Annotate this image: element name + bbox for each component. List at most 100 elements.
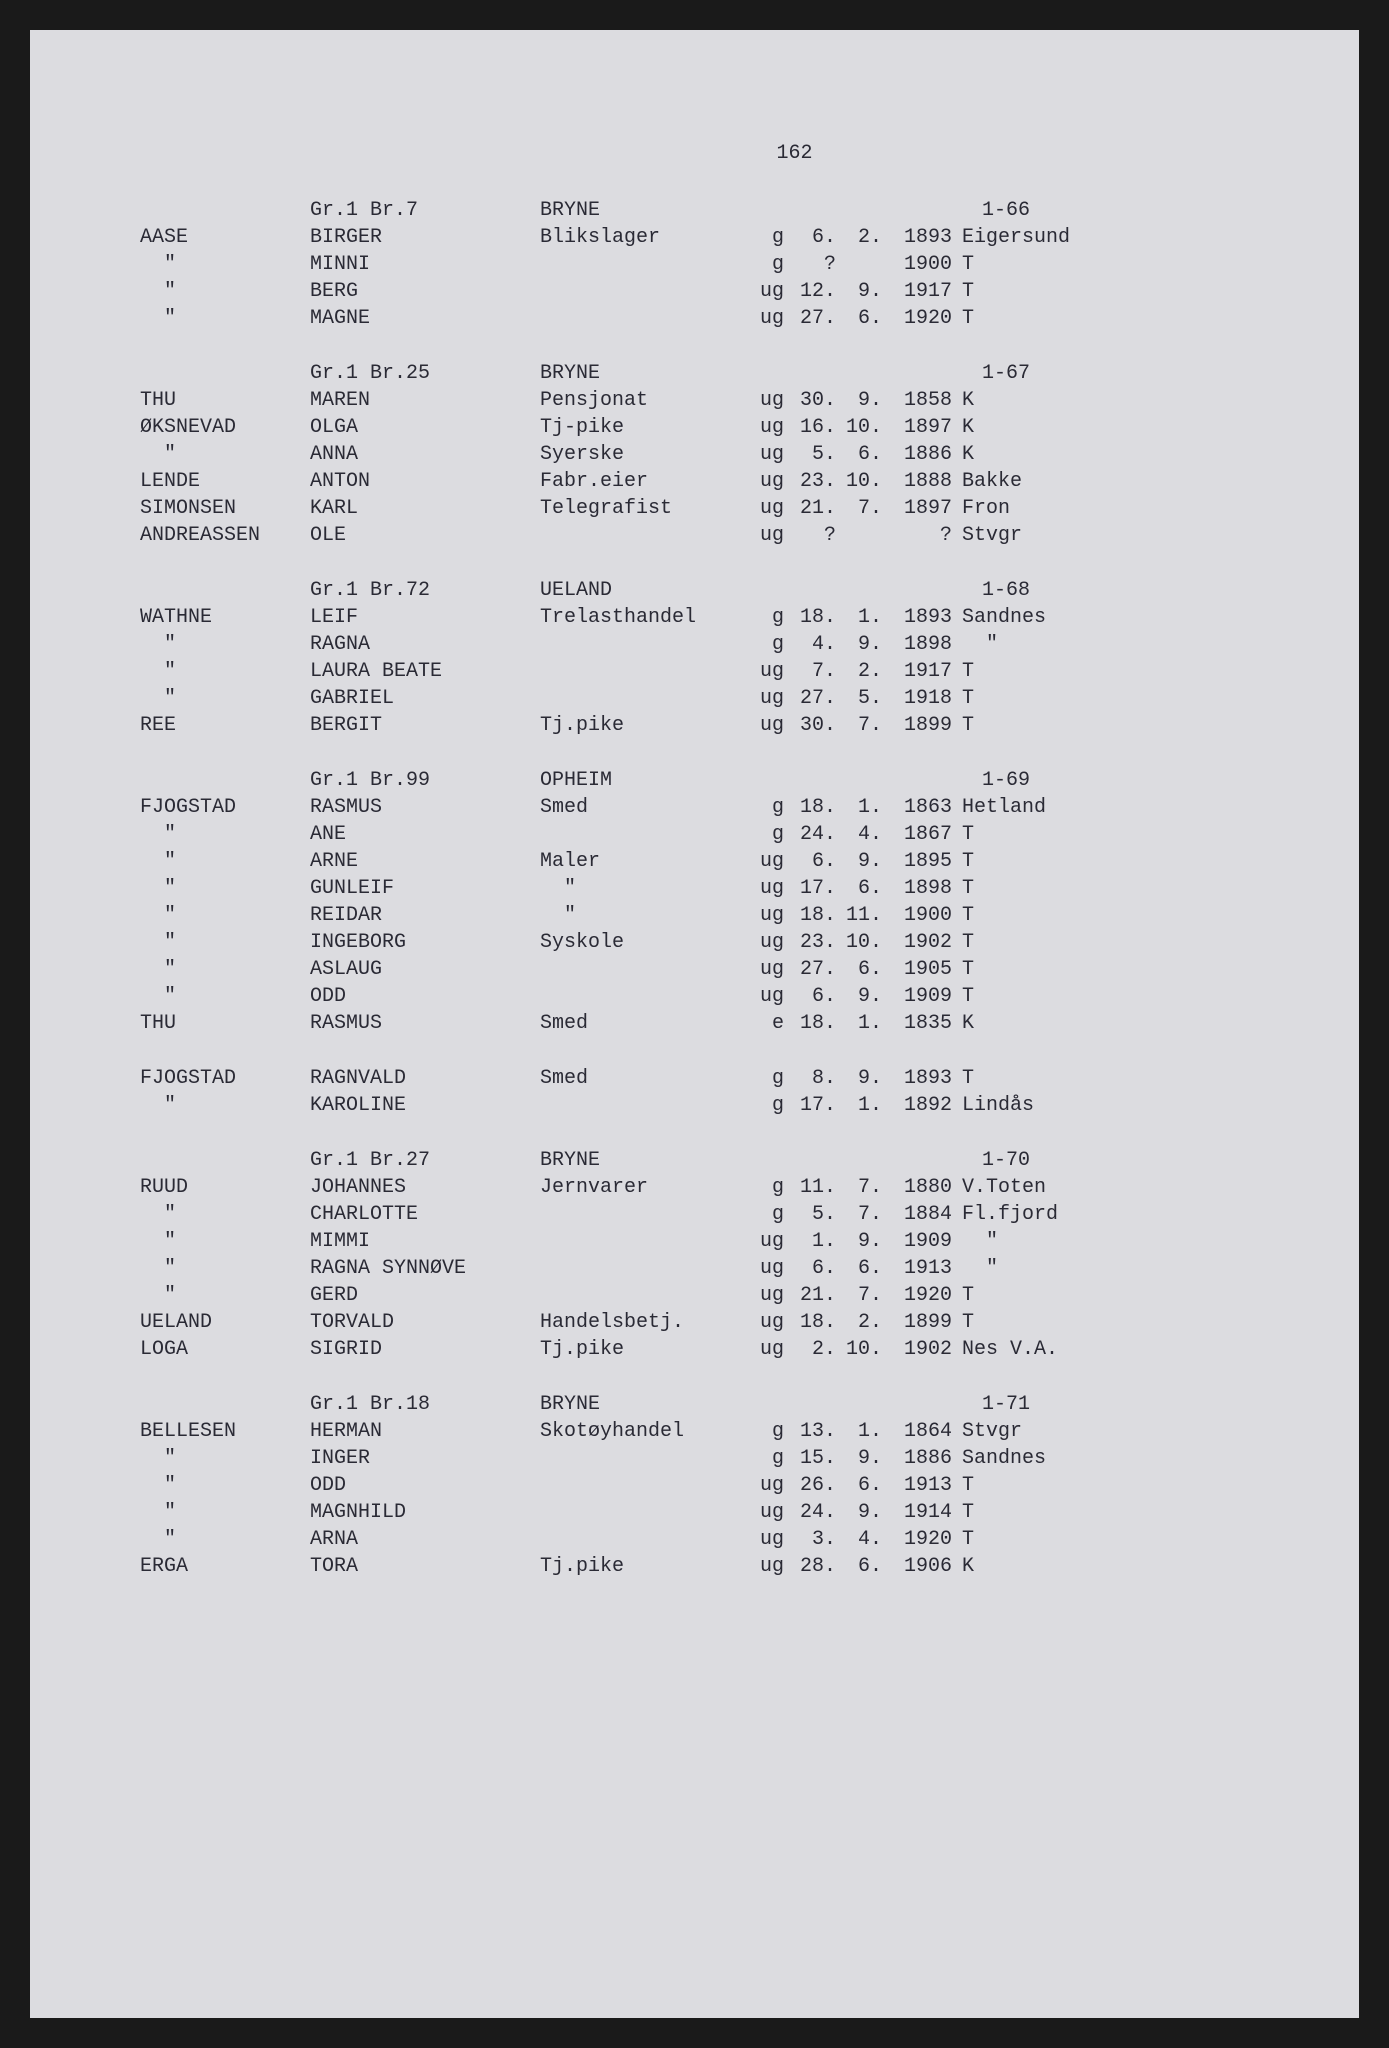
birth-month: 7. [836,1201,882,1228]
birth-day: 6. [790,1255,836,1282]
occupation: Smed [540,794,750,821]
header-gr-br: Gr.1 Br.25 [310,360,540,387]
birth-year: 1899 [882,712,952,739]
birth-month: 6. [836,875,882,902]
surname: THU [140,1010,310,1037]
birth-day: 15. [790,1445,836,1472]
surname: " [140,1472,310,1499]
birth-year: 1858 [882,387,952,414]
birth-place: K [952,1553,1269,1580]
census-row: LOGASIGRIDTj.pikeug2.10.1902Nes V.A. [140,1336,1269,1363]
census-row: "INGEBORGSyskoleug23.10.1902T [140,929,1269,956]
marital-status: ug [750,522,790,549]
surname: AASE [140,224,310,251]
marital-status: g [750,224,790,251]
birth-day: 23. [790,468,836,495]
occupation [540,278,750,305]
birth-month: 6. [836,1553,882,1580]
census-row: FJOGSTADRASMUSSmedg18.1.1863Hetland [140,794,1269,821]
birth-place: T [952,251,1269,278]
occupation [540,1255,750,1282]
census-row: "ANNASyerskeug5.6.1886K [140,441,1269,468]
census-row: RUUDJOHANNESJernvarerg11.7.1880V.Toten [140,1174,1269,1201]
marital-status: ug [750,875,790,902]
birth-place: Eigersund [952,224,1269,251]
occupation: Smed [540,1065,750,1092]
birth-day: 2. [790,1336,836,1363]
marital-status: ug [750,278,790,305]
birth-day: 27. [790,685,836,712]
occupation [540,1282,750,1309]
marital-status: ug [750,1336,790,1363]
occupation [540,1526,750,1553]
header-reference: 1-67 [970,360,1030,387]
marital-status: ug [750,387,790,414]
birth-place: T [952,983,1269,1010]
birth-month: 9. [836,1445,882,1472]
header-spacer-mid [750,1147,970,1174]
section-header-row: Gr.1 Br.18BRYNE1-71 [140,1391,1269,1418]
surname: LENDE [140,468,310,495]
marital-status: ug [750,1499,790,1526]
census-section: Gr.1 Br.7BRYNE1-66AASEBIRGERBlikslagerg6… [140,197,1269,332]
birth-place: T [952,1526,1269,1553]
surname: " [140,1092,310,1119]
census-row: REEBERGITTj.pikeug30.7.1899T [140,712,1269,739]
birth-year: 1863 [882,794,952,821]
header-place-name: BRYNE [540,197,750,224]
birth-day: 18. [790,1309,836,1336]
birth-place: T [952,956,1269,983]
birth-month: 6. [836,1472,882,1499]
surname: THU [140,387,310,414]
occupation [540,631,750,658]
census-row: "ODDug6.9.1909T [140,983,1269,1010]
document-page: 162 Gr.1 Br.7BRYNE1-66AASEBIRGERBlikslag… [30,30,1359,2018]
birth-place: Bakke [952,468,1269,495]
birth-month: 1. [836,1418,882,1445]
birth-place: Nes V.A. [952,1336,1269,1363]
birth-month: 10. [836,1336,882,1363]
census-row: "GUNLEIF "ug17.6.1898T [140,875,1269,902]
census-row: "RAGNAg4.9.1898 " [140,631,1269,658]
birth-year: 1880 [882,1174,952,1201]
surname: " [140,1255,310,1282]
birth-place: Fl.fjord [952,1201,1269,1228]
marital-status: g [750,631,790,658]
birth-place: K [952,441,1269,468]
header-spacer [140,1147,310,1174]
marital-status: ug [750,1526,790,1553]
header-place-name: UELAND [540,577,750,604]
birth-month: 9. [836,1228,882,1255]
given-name: MAGNHILD [310,1499,540,1526]
birth-day: 30. [790,712,836,739]
census-section: Gr.1 Br.72UELAND1-68WATHNELEIFTrelasthan… [140,577,1269,739]
given-name: ANE [310,821,540,848]
given-name: RAGNA SYNNØVE [310,1255,540,1282]
birth-year: 1920 [882,1282,952,1309]
census-row: FJOGSTADRAGNVALDSmedg8.9.1893T [140,1065,1269,1092]
header-spacer [140,577,310,604]
surname: " [140,441,310,468]
census-row: "CHARLOTTEg5.7.1884Fl.fjord [140,1201,1269,1228]
occupation: Tj.pike [540,1553,750,1580]
birth-day: 12. [790,278,836,305]
given-name: BERG [310,278,540,305]
occupation: Pensjonat [540,387,750,414]
birth-day: 24. [790,821,836,848]
occupation: Trelasthandel [540,604,750,631]
birth-day: 18. [790,1010,836,1037]
surname: " [140,631,310,658]
birth-place: T [952,1309,1269,1336]
surname: " [140,848,310,875]
section-header-row: Gr.1 Br.72UELAND1-68 [140,577,1269,604]
surname: " [140,929,310,956]
given-name: RASMUS [310,794,540,821]
birth-year: 1897 [882,495,952,522]
given-name: OLE [310,522,540,549]
birth-day: 5. [790,1201,836,1228]
surname: UELAND [140,1309,310,1336]
birth-year: 1898 [882,875,952,902]
birth-month: 1. [836,604,882,631]
given-name: RASMUS [310,1010,540,1037]
marital-status: ug [750,414,790,441]
